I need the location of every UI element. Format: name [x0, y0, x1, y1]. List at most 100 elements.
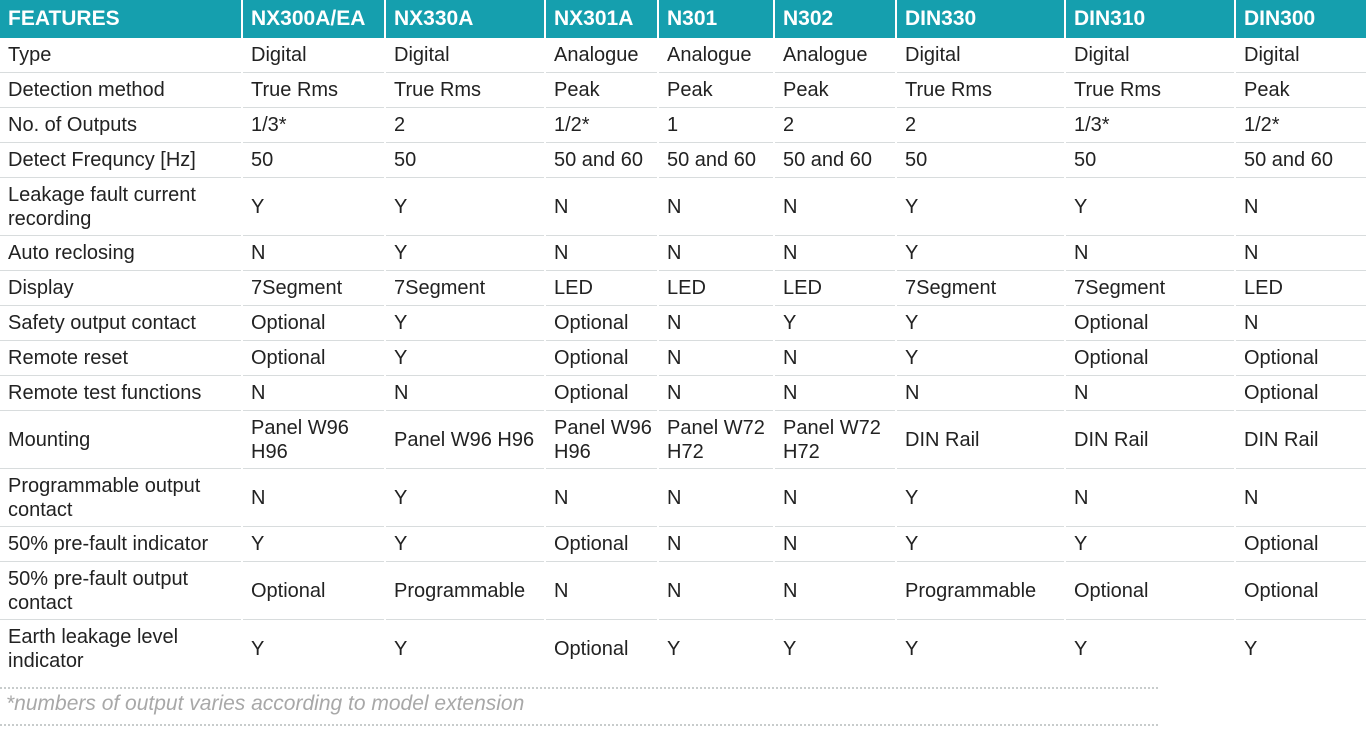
table-row: Mounting Panel W96 H96 Panel W96 H96 Panel …	[0, 410, 1366, 469]
features-table: FEATURES NX300A/EA NX330A NX301A N301 N3…	[0, 0, 1366, 677]
table-cell: Panel W96 H96	[545, 410, 659, 469]
table-cell: Y	[896, 235, 1066, 271]
table-cell: 50 and 60	[545, 142, 659, 178]
table-row: Auto reclosing N Y N N N Y N N	[0, 235, 1366, 271]
table-cell: 7Segment	[1065, 270, 1236, 306]
table-cell: 2	[385, 107, 546, 143]
table-cell: Optional	[1065, 305, 1236, 341]
table-cell: 2	[774, 107, 897, 143]
table-row: Type Digital Digital Analogue Analogue Analog…	[0, 38, 1366, 73]
table-cell: Digital	[1235, 38, 1366, 73]
table-cell: LED	[1235, 270, 1366, 306]
table-row: No. of Outputs 1/3* 2 1/2* 1 2 2 1/3* 1/2*	[0, 107, 1366, 143]
table-cell: Y	[896, 340, 1066, 376]
table-cell: Peak	[545, 72, 659, 108]
table-cell: Y	[385, 619, 546, 677]
header-n301: N301	[658, 0, 775, 38]
table-cell: Panel W96 H96	[385, 410, 546, 469]
table-cell: Peak	[774, 72, 897, 108]
header-features: FEATURES	[0, 0, 243, 38]
table-cell: N	[658, 526, 775, 562]
table-cell: N	[242, 468, 386, 527]
table-cell: Optional	[545, 619, 659, 677]
table-cell: Panel W72 H72	[774, 410, 897, 469]
table-cell: DIN Rail	[1235, 410, 1366, 469]
table-cell: True Rms	[385, 72, 546, 108]
table-cell: 50	[385, 142, 546, 178]
table-cell: LED	[774, 270, 897, 306]
table-cell: Y	[896, 526, 1066, 562]
table-cell: N	[1235, 235, 1366, 271]
table-cell: Y	[774, 619, 897, 677]
table-cell: N	[658, 305, 775, 341]
table-cell: DIN Rail	[896, 410, 1066, 469]
feature-label: Remote reset	[0, 340, 243, 376]
header-nx301a: NX301A	[545, 0, 659, 38]
table-cell: N	[1065, 468, 1236, 527]
table-cell: Panel W72 H72	[658, 410, 775, 469]
header-din300: DIN300	[1235, 0, 1366, 38]
table-cell: Optional	[545, 526, 659, 562]
table-cell: Y	[385, 468, 546, 527]
table-cell: Optional	[1235, 526, 1366, 562]
table-cell: Optional	[1235, 340, 1366, 376]
feature-label: Type	[0, 38, 243, 73]
table-cell: Optional	[545, 305, 659, 341]
feature-label: Remote test functions	[0, 375, 243, 411]
table-body: Type Digital Digital Analogue Analogue Analog…	[0, 38, 1366, 677]
table-cell: Optional	[242, 340, 386, 376]
feature-label: No. of Outputs	[0, 107, 243, 143]
table-cell: Y	[896, 619, 1066, 677]
table-cell: N	[774, 526, 897, 562]
table-cell: N	[545, 561, 659, 620]
table-cell: LED	[658, 270, 775, 306]
feature-label: Leakage fault current recording	[0, 177, 243, 236]
table-cell: N	[774, 235, 897, 271]
table-cell: N	[242, 375, 386, 411]
table-cell: N	[1235, 305, 1366, 341]
table-cell: Y	[385, 340, 546, 376]
table-cell: Optional	[1065, 340, 1236, 376]
table-cell: Y	[242, 619, 386, 677]
feature-label: Auto reclosing	[0, 235, 243, 271]
table-cell: 2	[896, 107, 1066, 143]
table-cell: True Rms	[1065, 72, 1236, 108]
table-cell: 7Segment	[242, 270, 386, 306]
table-cell: N	[774, 340, 897, 376]
table-cell: Panel W96 H96	[242, 410, 386, 469]
table-cell: Y	[1065, 619, 1236, 677]
table-cell: Peak	[1235, 72, 1366, 108]
table-cell: 50	[1065, 142, 1236, 178]
table-row: Remote test functions N N Optional N N N N Optio…	[0, 375, 1366, 411]
table-cell: Y	[1065, 177, 1236, 236]
table-cell: Y	[242, 526, 386, 562]
header-nx300a-ea: NX300A/EA	[242, 0, 386, 38]
table-cell: 1/3*	[242, 107, 386, 143]
table-cell: Programmable	[385, 561, 546, 620]
table-cell: N	[774, 177, 897, 236]
table-cell: Peak	[658, 72, 775, 108]
table-cell: Y	[385, 305, 546, 341]
feature-label: Programmable output contact	[0, 468, 243, 527]
table-cell: Analogue	[658, 38, 775, 73]
header-n302: N302	[774, 0, 897, 38]
table-cell: Optional	[545, 340, 659, 376]
header-din310: DIN310	[1065, 0, 1236, 38]
table-cell: DIN Rail	[1065, 410, 1236, 469]
table-cell: 7Segment	[896, 270, 1066, 306]
feature-label: Earth leakage level indicator	[0, 619, 243, 677]
header-row: FEATURES NX300A/EA NX330A NX301A N301 N3…	[0, 0, 1366, 38]
dotted-divider-bottom	[0, 724, 1158, 726]
table-cell: True Rms	[242, 72, 386, 108]
table-cell: Y	[385, 177, 546, 236]
table-cell: 1/2*	[545, 107, 659, 143]
table-cell: N	[385, 375, 546, 411]
table-cell: LED	[545, 270, 659, 306]
table-row: Detection method True Rms True Rms Peak Peak…	[0, 72, 1366, 108]
table-cell: N	[1065, 375, 1236, 411]
table-cell: N	[545, 235, 659, 271]
table-cell: Programmable	[896, 561, 1066, 620]
table-cell: Y	[896, 305, 1066, 341]
feature-label: Detect Frequncy [Hz]	[0, 142, 243, 178]
feature-label: Safety output contact	[0, 305, 243, 341]
